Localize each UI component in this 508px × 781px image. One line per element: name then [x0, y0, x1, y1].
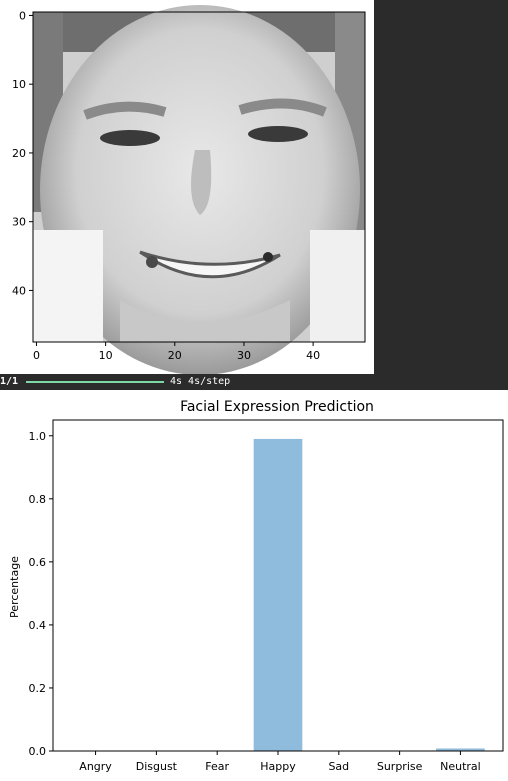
- y-tick-label: 0.2: [29, 682, 47, 695]
- image-x-tick-label: 40: [306, 349, 320, 362]
- right-eye: [248, 126, 308, 142]
- y-tick-label: 1.0: [29, 430, 47, 443]
- image-y-tick-label: 0: [19, 9, 26, 22]
- bar-happy: [254, 439, 303, 751]
- y-axis: 0.0 0.2 0.4 0.6 0.8 1.0: [29, 430, 54, 758]
- x-tick-label: Sad: [328, 760, 349, 773]
- y-tick-label: 0.8: [29, 493, 47, 506]
- lower-right-highlight: [310, 230, 365, 342]
- progress-bar: [26, 381, 164, 383]
- lower-left-highlight: [33, 230, 103, 342]
- image-y-tick-label: 30: [12, 216, 26, 229]
- image-y-tick-label: 10: [12, 78, 26, 91]
- face-image-figure: 0 10 20 30 40 0 10 20 30 40: [0, 0, 374, 374]
- keras-progress-line: 1/1 4s 4s/step: [0, 374, 508, 390]
- image-x-tick-label: 10: [99, 349, 113, 362]
- x-tick-label: Surprise: [377, 760, 423, 773]
- image-y-tick-label: 20: [12, 147, 26, 160]
- mouth-corner-left: [146, 256, 158, 268]
- image-x-tick-label: 0: [33, 349, 40, 362]
- left-eye: [100, 130, 160, 146]
- image-x-tick-label: 20: [168, 349, 182, 362]
- image-y-tick-label: 40: [12, 284, 26, 297]
- x-tick-label: Happy: [260, 760, 296, 773]
- y-tick-label: 0.4: [29, 619, 47, 632]
- progress-bar-fill: [26, 381, 164, 383]
- y-axis-label: Percentage: [8, 556, 21, 618]
- mouth-corner-right: [263, 252, 273, 262]
- prediction-bar-chart: Facial Expression Prediction Percentage …: [0, 390, 508, 781]
- progress-timing: 4s 4s/step: [170, 376, 230, 387]
- face-image-plot: 0 10 20 30 40 0 10 20 30 40: [0, 0, 374, 374]
- image-y-axis: 0 10 20 30 40: [12, 9, 33, 297]
- x-tick-label: Disgust: [136, 760, 178, 773]
- progress-step: 1/1: [0, 376, 18, 387]
- x-tick-label: Angry: [79, 760, 112, 773]
- image-x-tick-label: 30: [237, 349, 251, 362]
- x-tick-label: Neutral: [440, 760, 481, 773]
- x-tick-label: Fear: [205, 760, 229, 773]
- chart-title: Facial Expression Prediction: [180, 399, 374, 415]
- y-tick-label: 0.6: [29, 556, 47, 569]
- y-tick-label: 0.0: [29, 745, 47, 758]
- x-axis: Angry Disgust Fear Happy Sad Surprise Neutral: [79, 751, 480, 773]
- bars-group: [254, 439, 485, 751]
